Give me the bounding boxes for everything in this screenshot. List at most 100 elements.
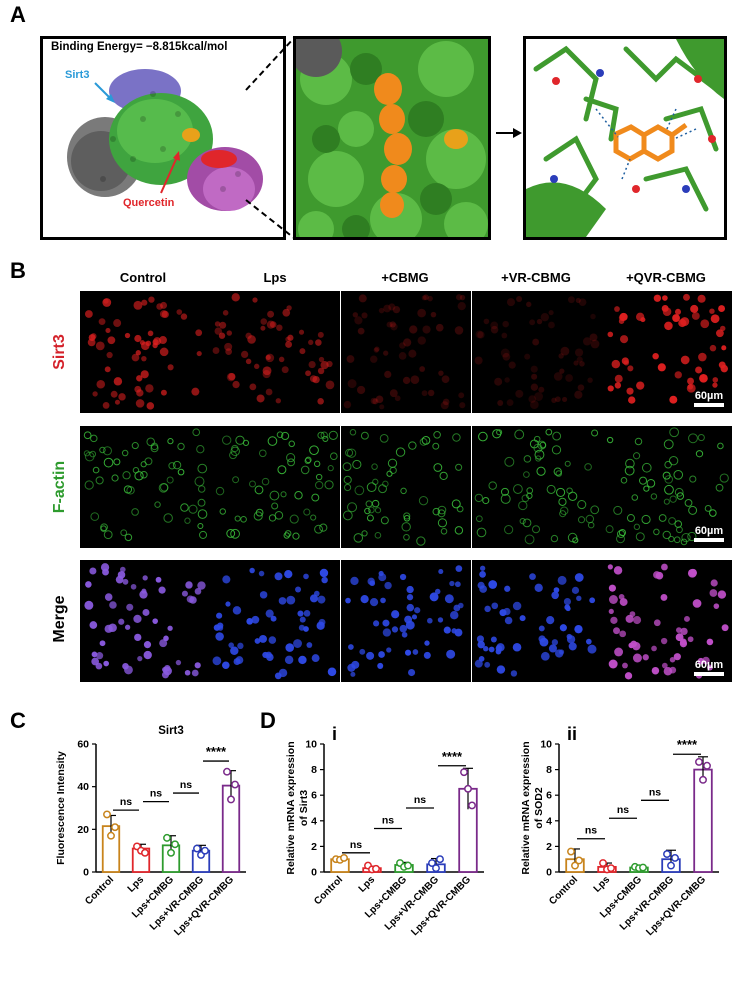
- data-point: [428, 859, 436, 867]
- y-tick-label: 2: [311, 841, 317, 853]
- right-arrow-icon: [496, 128, 522, 138]
- y-axis-label: Fluorescence Intensity: [55, 751, 67, 865]
- micrograph-1-4: 60µm: [602, 426, 732, 548]
- significance-label: ns: [120, 796, 132, 808]
- data-point: [141, 848, 149, 857]
- data-point: [703, 761, 711, 770]
- micrograph-0-3: [472, 291, 602, 413]
- y-tick-label: 6: [546, 790, 552, 802]
- data-point: [171, 840, 179, 849]
- micrograph-0-0: [80, 291, 210, 413]
- data-point: [103, 810, 111, 819]
- col-label-control: Control: [119, 270, 167, 285]
- y-tick-label: 8: [311, 764, 317, 776]
- significance-label: ns: [350, 839, 362, 851]
- data-point: [107, 831, 115, 840]
- panel-label-a: A: [10, 2, 26, 27]
- significance-label: ns: [585, 825, 597, 837]
- y-tick-label: 10: [540, 739, 552, 751]
- micrograph-1-0: [80, 426, 210, 548]
- data-point: [663, 850, 671, 859]
- sirt3-label: Sirt3: [65, 69, 90, 81]
- col-label-lps: Lps: [263, 270, 287, 285]
- panel-label-b: B: [10, 258, 26, 283]
- significance-label: ****: [677, 737, 698, 752]
- data-point: [227, 795, 235, 804]
- micrograph-1-3: [472, 426, 602, 548]
- data-point: [111, 823, 119, 832]
- y-axis-label: of SOD2: [533, 787, 545, 829]
- y-tick-label: 40: [77, 781, 89, 793]
- y-tick-label: 4: [546, 815, 552, 827]
- y-tick-label: 2: [546, 841, 552, 853]
- y-tick-label: 0: [311, 867, 317, 879]
- data-point: [468, 801, 476, 810]
- x-tick-label: Lps: [357, 874, 378, 895]
- data-point: [436, 855, 444, 864]
- chart-title: Sirt3: [158, 725, 184, 737]
- data-point: [639, 863, 647, 872]
- x-tick-label: Lps: [126, 874, 147, 895]
- scale-bar: 60µm: [694, 390, 724, 407]
- y-tick-label: 8: [546, 764, 552, 776]
- data-point: [667, 861, 675, 870]
- data-point: [231, 780, 239, 789]
- data-point: [571, 861, 579, 870]
- micrograph-2-0: [80, 560, 210, 682]
- chart-d-i-sirt3-mrna: 0 2 4 6 8 10 Relative mRNA expression of Sirt3 i…: [285, 724, 484, 938]
- micrograph-0-1: [210, 291, 340, 413]
- y-tick-label: 4: [311, 815, 317, 827]
- data-point: [372, 864, 380, 873]
- y-axis-label: Relative mRNA expression: [520, 741, 532, 874]
- chart-d-ii-sod2-mrna: 0 2 4 6 8 10 Relative mRNA expression of SOD2 ii…: [520, 724, 719, 938]
- ribbon-interaction-image: [526, 39, 724, 237]
- x-tick-label: Control: [83, 874, 116, 907]
- subpanel-label: i: [332, 724, 337, 744]
- significance-label: ns: [382, 814, 394, 826]
- scale-bar-label: 60µm: [694, 659, 724, 671]
- zoom-lines: [245, 37, 295, 239]
- micrograph-0-2: [341, 291, 471, 413]
- y-tick-label: 60: [77, 739, 89, 751]
- data-point: [699, 775, 707, 784]
- micrograph-1-1: [210, 426, 340, 548]
- micrograph-1-2: [341, 426, 471, 548]
- y-tick-label: 6: [311, 790, 317, 802]
- col-label-vr-cbmg: +VR-CBMG: [501, 270, 571, 285]
- x-tick-label: Lps+QVR-CMBG: [409, 874, 473, 938]
- micrograph-0-4: 60µm: [602, 291, 732, 413]
- docking-overview-panel: Binding Energy= −8.815kcal/mol Sirt3 Que…: [40, 36, 286, 240]
- micrograph-2-2: [341, 560, 471, 682]
- significance-label: ns: [617, 804, 629, 816]
- data-point: [567, 847, 575, 856]
- y-tick-label: 10: [305, 739, 317, 751]
- data-point: [404, 861, 412, 870]
- bar: [693, 768, 713, 873]
- binding-pocket-zoom: [293, 36, 491, 240]
- data-point: [167, 848, 175, 857]
- x-tick-label: Control: [547, 874, 580, 907]
- significance-label: ns: [414, 794, 426, 806]
- panel-label-c: C: [10, 708, 26, 733]
- significance-label: ns: [180, 779, 192, 791]
- micrograph-2-1: [210, 560, 340, 682]
- scale-bar-label: 60µm: [694, 525, 724, 537]
- micrograph-2-3: [472, 560, 602, 682]
- y-axis-label: of Sirt3: [298, 790, 310, 826]
- scale-bar: 60µm: [694, 525, 724, 542]
- data-point: [671, 853, 679, 862]
- row-label-sirt3: Sirt3: [51, 334, 68, 370]
- row-label-merge: Merge: [51, 595, 68, 643]
- y-tick-label: 20: [77, 824, 89, 836]
- data-point: [599, 859, 607, 867]
- data-point: [201, 846, 209, 855]
- y-tick-label: 0: [546, 867, 552, 879]
- data-point: [223, 767, 231, 776]
- data-point: [193, 844, 201, 853]
- x-tick-label: Lps: [592, 874, 613, 895]
- row-label-factin: F-actin: [51, 460, 68, 514]
- x-tick-label: Lps+QVR-CMBG: [644, 874, 708, 938]
- interaction-detail-panel: [523, 36, 727, 240]
- subpanel-label: ii: [567, 724, 577, 744]
- data-point: [464, 784, 472, 793]
